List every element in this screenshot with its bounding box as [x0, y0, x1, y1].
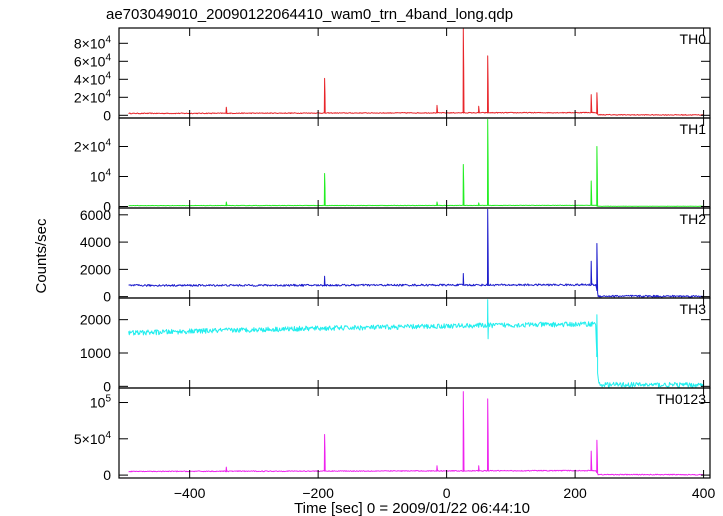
- x-tick-label: −400: [174, 485, 206, 501]
- series-line-th1: [128, 119, 704, 207]
- series-line-th3: [128, 299, 705, 388]
- y-tick-label: 2000: [80, 312, 111, 328]
- y-tick-label: 2×104: [74, 88, 112, 105]
- y-tick-label: 104: [90, 168, 112, 185]
- panel-label: TH2: [680, 211, 707, 227]
- panel-frame: [118, 387, 711, 479]
- y-tick-label: 2×104: [74, 138, 112, 155]
- x-tick-label: 0: [443, 485, 451, 501]
- y-axis-label: Counts/sec: [33, 218, 50, 294]
- panel-th1: 0 104 2×104 TH1: [74, 117, 711, 215]
- y-tick-label: 4×104: [74, 70, 112, 87]
- panel-th2: 0 2000 4000 6000 TH2: [80, 207, 711, 305]
- series-line-th0: [128, 28, 704, 116]
- panel-frame: [118, 27, 711, 119]
- y-tick-label: 6000: [80, 207, 111, 223]
- y-tick-label: 1000: [80, 345, 111, 361]
- x-tick-label: 400: [692, 485, 716, 501]
- y-tick-label: 0: [103, 107, 111, 123]
- x-axis-label: Time [sec] 0 = 2009/01/22 06:44:10: [294, 500, 530, 516]
- y-tick-label: 0: [103, 289, 111, 305]
- x-tick-label: −200: [302, 485, 334, 501]
- panel-label: TH0123: [656, 391, 706, 407]
- y-tick-label: 105: [90, 394, 112, 411]
- panel-th0123: 0 5×104 105 TH0123: [74, 387, 711, 483]
- x-tick-label: 200: [563, 485, 587, 501]
- panel-label: TH0: [680, 31, 707, 47]
- panel-frame: [118, 297, 711, 389]
- panel-label: TH3: [680, 301, 707, 317]
- series-line-th2: [128, 208, 704, 298]
- panel-frame: [118, 117, 711, 209]
- x-axis-tick-labels: −400 −200 0 200 400: [174, 485, 716, 501]
- y-tick-label: 6×104: [74, 52, 112, 69]
- panel-label: TH1: [680, 121, 707, 137]
- y-tick-label: 2000: [80, 261, 111, 277]
- y-tick-label: 5×104: [74, 430, 112, 447]
- chart-title: ae703049010_20090122064410_wam0_trn_4ban…: [106, 6, 513, 23]
- series-line-th0123: [128, 391, 704, 476]
- y-tick-label: 8×104: [74, 34, 112, 51]
- y-tick-label: 0: [103, 199, 111, 215]
- panel-th3: 0 1000 2000 TH3: [80, 297, 711, 394]
- y-tick-label: 0: [103, 467, 111, 483]
- y-tick-label: 0: [103, 378, 111, 394]
- y-tick-label: 4000: [80, 234, 111, 250]
